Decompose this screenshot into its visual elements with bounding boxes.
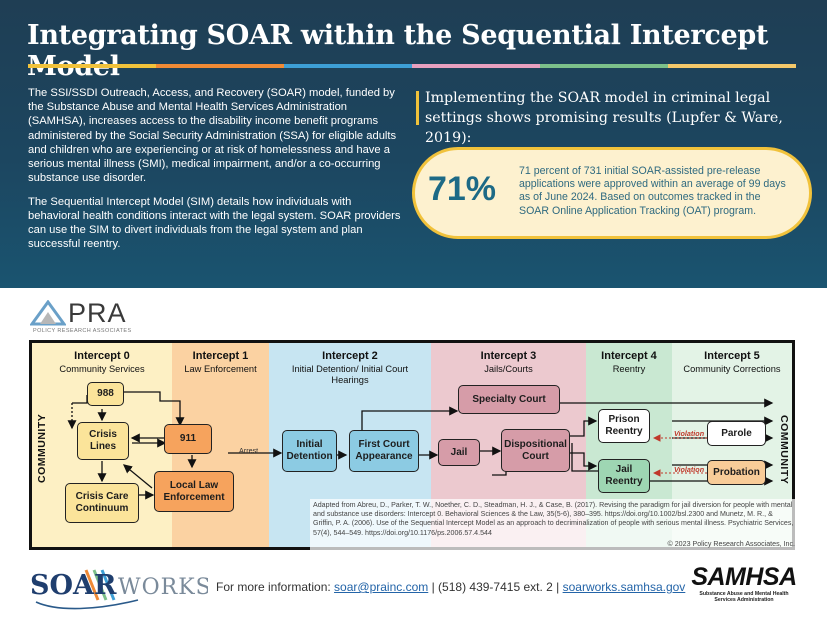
samhsa-logo: SAMHSA Substance Abuse and Mental Health… [688,563,800,604]
samhsa-subtitle-1: Substance Abuse and Mental Health [699,591,789,597]
box-911: 911 [164,424,212,454]
community-label-left: COMMUNITY [36,413,48,483]
intercept-0-title: Intercept 0 [74,350,130,362]
works-word: WORKS [118,575,208,600]
intercept-5-title: Intercept 5 [704,350,760,362]
box-prison-reentry: Prison Reentry [598,409,650,443]
results-quote: Implementing the SOAR model in criminal … [425,90,783,147]
intercept-2-subtitle: Initial Detention/ Initial Court Hearing… [291,364,409,386]
arrest-label: Arrest [239,446,259,455]
community-label-right: COMMUNITY [778,415,790,485]
intercept-1-title: Intercept 1 [192,350,249,362]
citation-text: Adapted from Abreu, D., Parker, T. W., N… [313,501,794,537]
phone-text: | (518) 439-7415 ext. 2 | [428,580,563,594]
citation: Adapted from Abreu, D., Parker, T. W., N… [310,499,798,552]
email-link[interactable]: soar@prainc.com [334,580,429,594]
box-jail: Jail [438,439,480,466]
intercept-4-subtitle: Reentry [612,364,646,374]
stat-pill [412,147,812,239]
intercept-3-subtitle: Jails/Courts [484,364,533,374]
box-first-court-appearance: First Court Appearance [349,430,419,472]
box-dispositional-court: Dispositional Court [501,429,570,472]
intro-paragraph-soar: The SSI/SSDI Outreach, Access, and Recov… [28,87,397,185]
website-link[interactable]: soarworks.samhsa.gov [562,580,686,594]
quote-accent-bar [416,91,419,125]
intercept-1-subtitle: Law Enforcement [184,364,257,374]
box-988: 988 [87,382,124,406]
box-jail-reentry: Jail Reentry [598,459,650,493]
intercept-3-title: Intercept 3 [480,350,537,362]
page-title: Integrating SOAR within the Sequential I… [27,20,769,82]
intercept-5-subtitle: Community Corrections [683,364,781,374]
copyright: © 2023 Policy Research Associates, Inc. [667,539,795,548]
pra-subtitle: POLICY RESEARCH ASSOCIATES [33,328,132,334]
soarworks-logo: SOAR WORKS [28,566,211,615]
intercept-0-subtitle: Community Services [59,364,145,374]
box-crisis-lines: Crisis Lines [77,422,129,460]
box-initial-detention: Initial Detention [282,430,337,472]
box-crisis-care-continuum: Crisis Care Continuum [65,483,139,523]
soar-word: SOAR [30,570,117,601]
box-specialty-court: Specialty Court [458,385,560,414]
stat-description: 71 percent of 731 initial SOAR-assisted … [519,165,786,217]
pra-wordmark: PRA [68,298,127,328]
samhsa-subtitle-2: Services Administration [714,596,774,603]
violation-label-parole: Violation [674,429,705,438]
box-parole: Parole [707,421,766,446]
contact-line: For more information: soar@prainc.com | … [216,580,685,594]
intercept-2-title: Intercept 2 [322,350,378,362]
violation-label-probation: Violation [674,465,705,474]
sim-diagram: Intercept 0 Community Services Intercept… [29,340,798,552]
box-probation: Probation [707,460,766,485]
intro-text: The SSI/SSDI Outreach, Access, and Recov… [28,86,406,260]
soarworks-logo-mark: SOAR WORKS [30,569,211,610]
intro-paragraph-sim: The Sequential Intercept Model (SIM) det… [28,195,401,251]
intercept-4-title: Intercept 4 [601,350,657,362]
pra-triangle-icon [30,300,66,326]
box-local-law-enforcement: Local Law Enforcement [154,471,234,512]
stat-percentage: 71% [427,170,497,208]
hero-banner: Integrating SOAR within the Sequential I… [0,0,827,288]
rainbow-divider [28,64,796,68]
contact-prefix: For more information: [216,580,335,594]
samhsa-wordmark: SAMHSA [691,563,797,591]
